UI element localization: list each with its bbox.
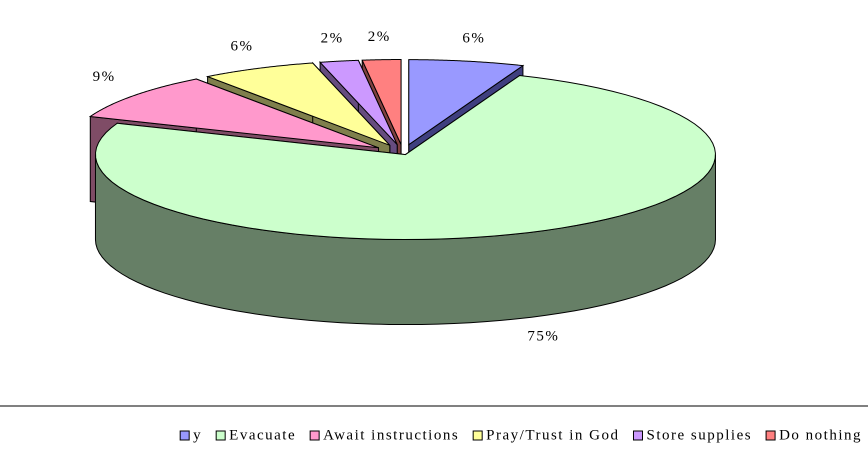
legend-swatch	[215, 430, 226, 441]
legend-label: Await instructions	[323, 427, 459, 443]
legend-swatch	[765, 430, 776, 441]
legend-swatch	[632, 430, 643, 441]
slice-top	[205, 62, 391, 146]
slice-top	[95, 75, 716, 241]
legend: y Evacuate Await instructions Pray/Trust in…	[179, 427, 862, 443]
legend-swatch	[179, 430, 190, 441]
data-label: 2%	[321, 31, 344, 47]
legend-label: Pray/Trust in God	[486, 427, 619, 443]
slice-top	[319, 59, 398, 145]
legend-label: Evacuate	[229, 427, 296, 443]
slice-top	[361, 59, 402, 145]
slice	[94, 74, 716, 326]
legend-swatch	[309, 430, 320, 441]
data-label: 6%	[230, 39, 253, 55]
slice-top	[88, 78, 379, 149]
data-label: 9%	[93, 69, 116, 85]
legend-label: y	[193, 427, 202, 443]
data-label: 75%	[527, 328, 559, 344]
legend-label: Store supplies	[646, 427, 752, 443]
slice-top	[408, 59, 525, 146]
data-label: 6%	[462, 31, 485, 47]
legend-label: Do nothing	[779, 427, 862, 443]
data-label: 2%	[368, 29, 391, 45]
legend-swatch	[472, 430, 483, 441]
